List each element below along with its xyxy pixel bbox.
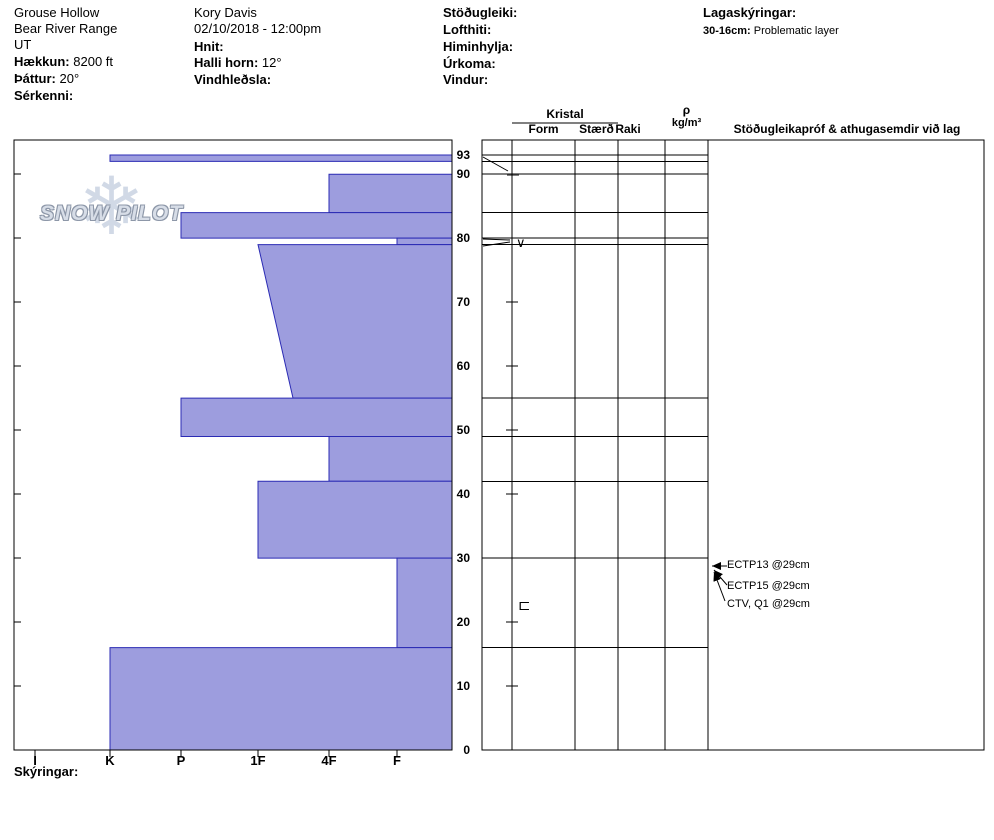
features-label: Sérkenni: (14, 88, 74, 103)
wind-loading-label: Vindhleðsla: (194, 72, 272, 87)
profile-plot-frame (13, 139, 453, 751)
snow-layer-bar (180, 212, 453, 239)
aspect-line: Þáttur: 20° (14, 71, 79, 86)
layer-notes-label: Lagaskýringar: (703, 5, 797, 20)
slope-line: Halli horn: 12° (194, 55, 282, 70)
depth-axis-label: 90 (456, 167, 470, 182)
size-header: Stærð (579, 122, 614, 136)
layer-note-line: 30-16cm: Problematic layer (703, 25, 839, 38)
logo-text: SNOW PILOT (40, 202, 183, 225)
hardness-axis-label: P (176, 753, 186, 768)
elevation-label: Hækkun: (14, 54, 70, 69)
aspect-value: 20° (59, 71, 80, 86)
observer-name: Kory Davis (194, 5, 257, 20)
layer-note-text: Problematic layer (753, 25, 839, 37)
snow-layer-bar (396, 557, 453, 649)
snow-layer-bar (257, 480, 453, 559)
snow-layer-bar (328, 436, 453, 482)
depth-axis-label: 70 (456, 295, 470, 310)
hardness-axis-label: 1F (250, 753, 266, 768)
hardness-axis-label: I (33, 753, 37, 768)
slope-label: Halli horn: (194, 55, 259, 70)
grain-form-symbol: — (507, 167, 519, 181)
sky-label: Himinhylja: (443, 39, 514, 54)
depth-axis-label: 80 (456, 231, 470, 246)
depth-axis-label: 50 (456, 423, 470, 438)
depth-axis-label: 10 (456, 679, 470, 694)
depth-axis-label: 0 (463, 743, 470, 757)
grain-form-symbol: ∨ (516, 235, 526, 250)
snowpilot-logo: ❄ SNOW PILOT (40, 162, 210, 258)
moisture-header: Raki (615, 122, 641, 136)
depth-axis-label: 40 (456, 487, 470, 502)
elevation-line: Hækkun: 8200 ft (14, 54, 113, 69)
grain-symbol-leader (482, 238, 511, 241)
hardness-axis-label: 4F (321, 753, 337, 768)
kristal-header: Kristal (546, 107, 584, 121)
depth-axis-label: 30 (456, 551, 470, 566)
grain-form-symbol: ⊏ (518, 597, 531, 614)
legend-label: Skýringar: (14, 764, 79, 779)
snowflake-icon: ❄ (78, 162, 146, 251)
hardness-axis-label: K (105, 753, 115, 768)
snow-layer-bar (257, 244, 453, 399)
coords-label: Hnit: (194, 39, 224, 54)
test-arrow (713, 571, 726, 602)
data-panel-frame (481, 139, 985, 751)
site-location: Grouse Hollow (14, 5, 100, 20)
depth-axis-label: 60 (456, 359, 470, 374)
snow-layer-bar (180, 397, 453, 438)
pit-datetime: 02/10/2018 - 12:00pm (194, 21, 322, 36)
air-temp-label: Lofthiti: (443, 22, 492, 37)
depth-axis-label: 20 (456, 615, 470, 630)
form-header: Form (528, 122, 559, 136)
stability-test-label: ECTP13 @29cm (727, 559, 810, 571)
grain-symbol-leader (482, 156, 509, 172)
snow-layer-bar (109, 154, 453, 162)
site-state: UT (14, 37, 32, 52)
grain-symbol-leader (482, 241, 511, 247)
density-units: kg/m³ (671, 117, 702, 129)
precip-label: Úrkoma: (443, 56, 496, 71)
tests-header: Stöðugleikapróf & athugasemdir við lag (733, 122, 961, 136)
elevation-value: 8200 ft (73, 54, 114, 69)
aspect-label: Þáttur: (14, 71, 56, 86)
wind-label: Vindur: (443, 72, 489, 87)
depth-axis-label: 93 (456, 148, 470, 162)
stability-label: Stöðugleiki: (443, 5, 518, 20)
snow-layer-bar (328, 173, 453, 214)
site-range: Bear River Range (14, 21, 118, 36)
hardness-axis-label: F (393, 753, 401, 768)
stability-test-label: ECTP15 @29cm (727, 580, 810, 592)
stability-test-label: CTV, Q1 @29cm (727, 598, 810, 610)
density-symbol: ρ (682, 103, 691, 117)
snow-layer-bar (396, 237, 453, 246)
snow-layer-bar (109, 647, 453, 751)
slope-value: 12° (261, 55, 282, 70)
layer-note-depth: 30-16cm: (703, 25, 751, 37)
